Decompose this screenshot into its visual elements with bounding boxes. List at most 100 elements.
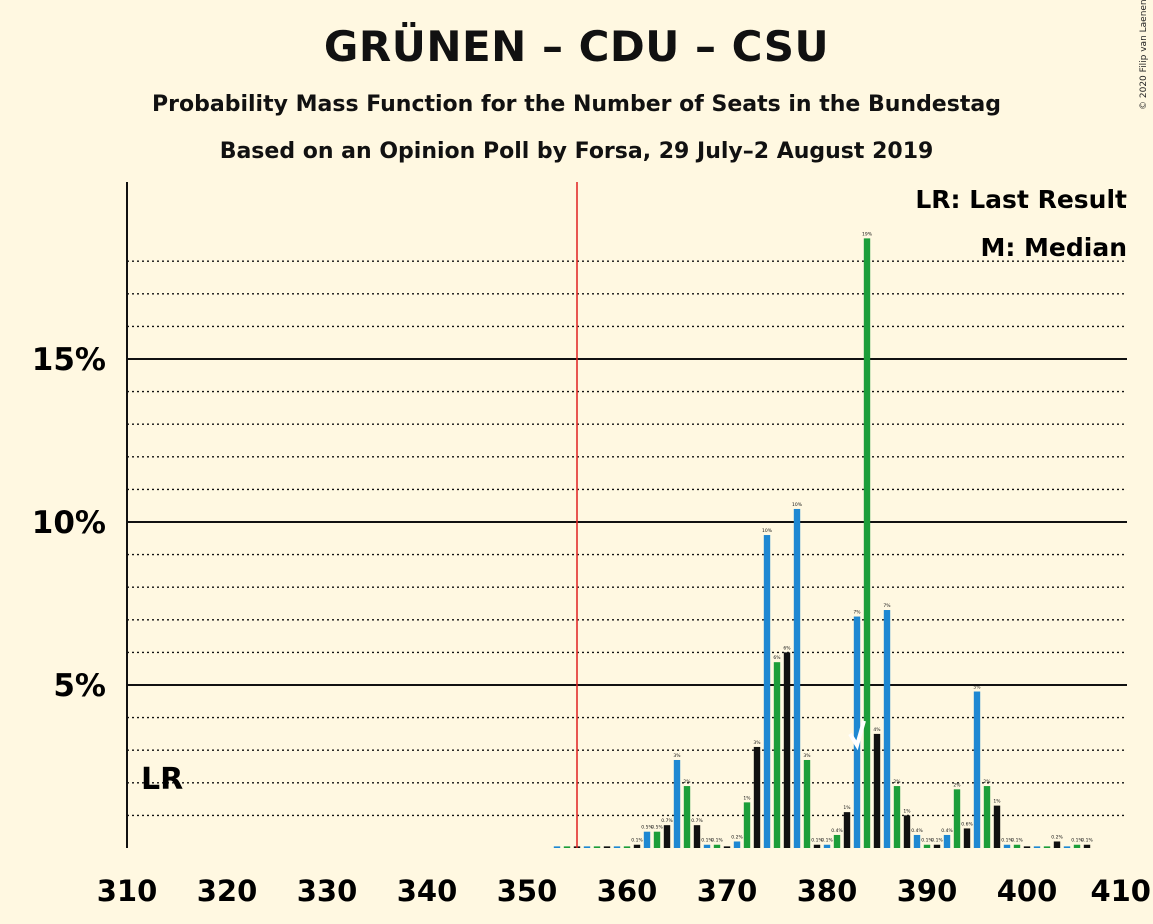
bar-label-382: 1%: [843, 805, 851, 811]
bar-391: [933, 844, 941, 848]
x-tick-label: 330: [297, 874, 358, 908]
bar-label-387: 2%: [893, 779, 901, 785]
bar-384: [863, 238, 871, 848]
bar-label-390: 0.1%: [921, 838, 933, 844]
bar-label-389: 0.4%: [911, 828, 923, 834]
bar-label-381: 0.4%: [831, 828, 843, 834]
chart-source: Based on an Opinion Poll by Forsa, 29 Ju…: [219, 139, 934, 164]
bar-364: [663, 825, 671, 848]
x-tick-label: 360: [597, 874, 658, 908]
chart-title: GRÜNEN – CDU – CSU: [323, 22, 830, 71]
bar-label-369: 0.1%: [711, 838, 723, 844]
bar-398: [1003, 844, 1011, 848]
bar-357: [593, 846, 601, 848]
bar-label-375: 6%: [773, 655, 781, 661]
y-tick-label: 10%: [32, 505, 106, 541]
bar-label-377: 10%: [792, 502, 803, 508]
bar-378: [803, 759, 811, 848]
bar-368: [703, 844, 711, 848]
bar-372: [743, 802, 751, 848]
bar-380: [823, 844, 831, 848]
bar-series: [553, 238, 1091, 848]
x-tick-label: 340: [397, 874, 458, 908]
bar-label-393: 2%: [953, 782, 961, 788]
bar-353: [553, 846, 561, 848]
bar-401: [1033, 846, 1041, 848]
x-tick-label: 390: [897, 874, 958, 908]
chart-subtitle: Probability Mass Function for the Number…: [152, 92, 1001, 117]
bar-402: [1043, 846, 1051, 848]
bar-386: [883, 610, 891, 848]
x-tick-label: 310: [97, 874, 158, 908]
bar-389: [913, 834, 921, 848]
bar-394: [963, 828, 971, 848]
bar-361: [633, 844, 641, 848]
grid-lines: [127, 260, 1127, 817]
bar-label-379: 0.1%: [811, 838, 823, 844]
bar-392: [943, 834, 951, 848]
x-tick-label: 320: [197, 874, 258, 908]
bar-label-362: 0.5%: [641, 825, 653, 831]
x-tick-label: 410: [1090, 874, 1151, 908]
last-result-label: LR: [141, 762, 183, 797]
bar-label-372: 1%: [743, 795, 751, 801]
bar-label-392: 0.4%: [941, 828, 953, 834]
x-tick-label: 350: [497, 874, 558, 908]
bar-label-366: 2%: [683, 779, 691, 785]
bar-369: [713, 844, 721, 848]
bar-396: [983, 786, 991, 848]
bar-359: [613, 846, 621, 848]
bar-label-405: 0.1%: [1071, 838, 1083, 844]
bar-label-403: 0.2%: [1051, 834, 1063, 840]
x-tick-labels: 310 320 330 340 350 360 370 380 390 400 410: [97, 874, 1151, 908]
bar-label-399: 0.1%: [1011, 838, 1023, 844]
bar-399: [1013, 844, 1021, 848]
x-tick-label: 370: [697, 874, 758, 908]
bar-358: [603, 846, 611, 848]
bar-label-363: 0.5%: [651, 825, 663, 831]
bar-label-371: 0.2%: [731, 834, 743, 840]
y-tick-label: 15%: [32, 342, 106, 378]
bar-373: [753, 746, 761, 848]
bar-376: [783, 652, 791, 848]
bar-356: [583, 846, 591, 848]
bar-label-373: 3%: [753, 740, 761, 746]
bar-label-397: 1%: [993, 799, 1001, 805]
bar-label-368: 0.1%: [701, 838, 713, 844]
bar-383: [853, 616, 861, 848]
bar-379: [813, 844, 821, 848]
bar-388: [903, 815, 911, 848]
bar-393: [953, 789, 961, 848]
bar-label-378: 3%: [803, 753, 811, 759]
bar-label-361: 0.1%: [631, 838, 643, 844]
bar-403: [1053, 841, 1061, 848]
bar-label-365: 3%: [673, 753, 681, 759]
bar-363: [653, 831, 661, 848]
y-tick-labels: 5% 10% 15%: [32, 342, 106, 704]
bar-367: [693, 825, 701, 848]
bar-label-367: 0.7%: [691, 818, 703, 824]
bar-390: [923, 844, 931, 848]
bar-397: [993, 805, 1001, 848]
y-tick-label: 5%: [53, 668, 106, 704]
bar-400: [1023, 846, 1031, 848]
bar-label-384: 19%: [862, 231, 873, 237]
bar-label-395: 5%: [973, 685, 981, 691]
bar-375: [773, 662, 781, 848]
bar-366: [683, 786, 691, 848]
bar-label-396: 2%: [983, 779, 991, 785]
bar-365: [673, 759, 681, 848]
bar-381: [833, 834, 841, 848]
bar-405: [1073, 844, 1081, 848]
median-marker: [848, 720, 866, 751]
bar-label-364: 0.7%: [661, 818, 673, 824]
bar-value-labels: 0.1%0.5%0.5%0.7%3%2%0.7%0.1%0.1%0.2%1%3%…: [631, 231, 1093, 843]
bar-371: [733, 841, 741, 848]
bar-label-374: 10%: [762, 528, 773, 534]
bar-label-388: 1%: [903, 808, 911, 814]
bar-406: [1083, 844, 1091, 848]
bar-label-406: 0.1%: [1081, 838, 1093, 844]
bar-360: [623, 846, 631, 848]
bar-label-398: 0.1%: [1001, 838, 1013, 844]
